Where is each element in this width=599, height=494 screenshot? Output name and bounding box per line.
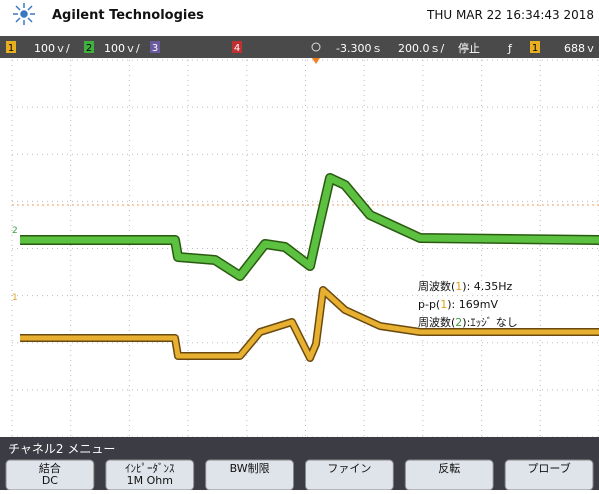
- ch2-marker: 2: [12, 226, 18, 236]
- ch2-trace: [20, 178, 599, 276]
- measurement-channel: 2: [455, 316, 462, 329]
- timebase: 200.0ｓ/: [398, 42, 444, 55]
- measurement-suffix: ): 169mV: [447, 298, 498, 311]
- trigger-marker: [312, 58, 320, 64]
- measurement-prefix: 周波数(: [418, 316, 455, 329]
- ch2-scale: 100ｖ/: [104, 42, 140, 55]
- ch3: 3: [152, 43, 158, 54]
- measurement: 周波数(2):ｴｯｼﾞ なし: [418, 316, 518, 329]
- run-state: 停止: [458, 41, 480, 55]
- measurement-prefix: p-p(: [418, 298, 440, 311]
- ch1-marker: 1: [12, 293, 18, 303]
- measurement-prefix: 周波数(: [418, 280, 455, 293]
- softkey-label: 結合: [39, 461, 61, 475]
- menu-title: チャネル2 メニュー: [8, 442, 115, 456]
- measurement-channel: 1: [440, 298, 447, 311]
- ch2: 2: [86, 43, 92, 54]
- delay: -3.300ｓ: [336, 42, 382, 55]
- measurement-suffix: ): 4.35Hz: [462, 280, 512, 293]
- ch4: 4: [234, 43, 240, 54]
- datetime: THU MAR 22 16:34:43 2018: [426, 8, 594, 22]
- ch1: 1: [8, 43, 14, 54]
- softkey-label: 1M Ohm: [127, 474, 173, 487]
- measurement-suffix: ):ｴｯｼﾞ なし: [462, 316, 518, 329]
- measurement: 周波数(1): 4.35Hz: [418, 280, 513, 293]
- measurement: p-p(1): 169mV: [418, 298, 498, 311]
- graticule: [12, 60, 599, 437]
- measurement-channel: 1: [455, 280, 462, 293]
- softkey-label: 反転: [438, 462, 460, 475]
- softkey-label: プローブ: [527, 461, 570, 475]
- softkey-label: DC: [42, 474, 58, 487]
- brand: Agilent Technologies: [52, 8, 204, 23]
- trigger-level: 688ｖ: [564, 42, 596, 55]
- scope-screen: Agilent Technologies THU MAR 22 16:34:43…: [0, 0, 599, 490]
- logo: [13, 3, 35, 25]
- trigger-source: 1: [532, 43, 538, 54]
- ch1-scale: 100ｖ/: [34, 42, 70, 55]
- softkey-label: ファイン: [327, 462, 371, 475]
- softkey-label: BW制限: [230, 462, 270, 475]
